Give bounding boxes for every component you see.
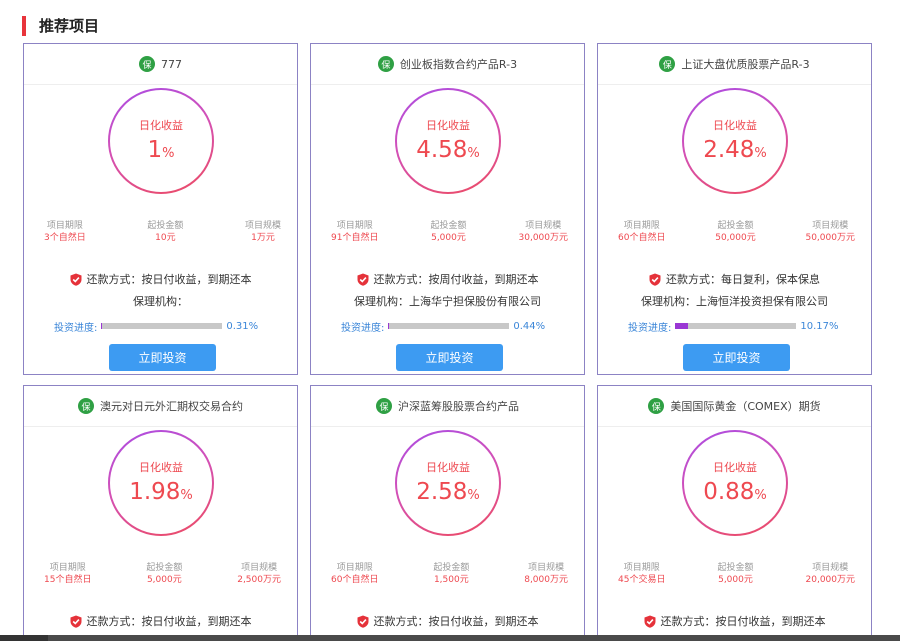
card-header[interactable]: 保 沪深蓝筹股股票合约产品 (311, 386, 584, 427)
product-card[interactable]: 保 沪深蓝筹股股票合约产品 日化收益 2.58% 项目期限 60个自然日 起投金… (310, 385, 585, 641)
yield-value: 0.88% (703, 479, 767, 505)
term-stat: 项目期限 15个自然日 (44, 563, 92, 585)
product-stats: 项目期限 60个自然日 起投金额 1,500元 项目规模 8,000万元 (311, 562, 584, 586)
repayment-method: 还款方式：按日付收益，到期还本 (598, 613, 871, 629)
card-header[interactable]: 保 创业板指数合约产品R-3 (311, 44, 584, 85)
progress-bar (675, 323, 797, 329)
product-stats: 项目期限 15个自然日 起投金额 5,000元 项目规模 2,500万元 (24, 562, 297, 586)
product-stats: 项目期限 91个自然日 起投金额 5,000元 项目规模 30,000万元 (311, 220, 584, 244)
invest-now-button[interactable]: 立即投资 (396, 344, 503, 371)
guarantee-badge-icon: 保 (78, 398, 94, 414)
yield-ring: 日化收益 4.58% (395, 88, 501, 194)
min-amount-stat: 起投金额 10元 (147, 221, 184, 243)
yield-label: 日化收益 (139, 461, 183, 474)
repayment-method: 还款方式：每日复利，保本保息 (598, 271, 871, 287)
guarantee-badge-icon: 保 (376, 398, 392, 414)
term-stat: 项目期限 91个自然日 (331, 221, 379, 243)
investment-progress: 投资进度: 0.44% (341, 320, 546, 334)
guarantee-badge-icon: 保 (377, 56, 394, 72)
yield-ring: 日化收益 0.88% (682, 430, 788, 536)
min-amount-stat: 起投金额 1,500元 (433, 563, 470, 585)
term-stat: 项目期限 45个交易日 (618, 563, 666, 585)
product-name[interactable]: 沪深蓝筹股股票合约产品 (398, 400, 519, 413)
yield-ring: 日化收益 2.58% (395, 430, 501, 536)
invest-now-button[interactable]: 立即投资 (109, 344, 216, 371)
investment-progress: 投资进度: 10.17% (628, 320, 839, 334)
scale-stat: 项目规模 20,000万元 (805, 563, 856, 585)
card-header[interactable]: 保 美国国际黄金（COMEX）期货 (598, 386, 871, 427)
shield-check-icon (644, 615, 655, 628)
term-stat: 项目期限 60个自然日 (618, 221, 666, 243)
card-header[interactable]: 保 澳元对日元外汇期权交易合约 (24, 386, 297, 427)
guarantee-badge-icon: 保 (139, 56, 155, 72)
term-stat: 项目期限 3个自然日 (44, 221, 86, 243)
yield-label: 日化收益 (426, 461, 470, 474)
term-stat: 项目期限 60个自然日 (331, 563, 379, 585)
repayment-method: 还款方式：按日付收益，到期还本 (24, 613, 297, 629)
product-stats: 项目期限 3个自然日 起投金额 10元 项目规模 1万元 (24, 220, 297, 244)
yield-value: 1.98% (129, 479, 193, 505)
repayment-method: 还款方式：按周付收益，到期还本 (311, 271, 584, 287)
card-header[interactable]: 保 上证大盘优质股票产品R-3 (598, 44, 871, 85)
scale-stat: 项目规模 50,000万元 (805, 221, 855, 243)
shield-check-icon (357, 615, 368, 628)
product-name[interactable]: 上证大盘优质股票产品R-3 (681, 58, 810, 71)
shield-check-icon (70, 615, 81, 628)
section-title: 推荐项目 (22, 16, 99, 36)
guarantor: 保理机构： (133, 295, 188, 308)
product-name[interactable]: 777 (161, 57, 182, 71)
yield-label: 日化收益 (426, 119, 470, 132)
yield-label: 日化收益 (713, 119, 757, 132)
yield-ring: 日化收益 1.98% (108, 430, 214, 536)
yield-value: 4.58% (416, 137, 480, 163)
shield-check-icon (357, 273, 368, 286)
progress-bar (101, 323, 223, 329)
progress-bar (388, 323, 510, 329)
scale-stat: 项目规模 2,500万元 (237, 563, 281, 585)
min-amount-stat: 起投金额 5,000元 (146, 563, 183, 585)
investment-progress: 投资进度: 0.31% (54, 320, 259, 334)
guarantor: 保理机构：上海恒洋投资担保有限公司 (641, 295, 828, 308)
yield-ring: 日化收益 2.48% (682, 88, 788, 194)
product-card[interactable]: 保 澳元对日元外汇期权交易合约 日化收益 1.98% 项目期限 15个自然日 起… (23, 385, 298, 641)
yield-value: 1% (147, 137, 175, 163)
product-stats: 项目期限 60个自然日 起投金额 50,000元 项目规模 50,000万元 (598, 220, 871, 244)
min-amount-stat: 起投金额 5,000元 (430, 221, 467, 243)
product-card[interactable]: 保 创业板指数合约产品R-3 日化收益 4.58% 项目期限 91个自然日 起投… (310, 43, 585, 375)
card-header[interactable]: 保 777 (24, 44, 297, 85)
guarantor: 保理机构：上海华宁担保股份有限公司 (354, 295, 541, 308)
repayment-method: 还款方式：按日付收益，到期还本 (311, 613, 584, 629)
scale-stat: 项目规模 1万元 (244, 221, 281, 243)
min-amount-stat: 起投金额 50,000元 (715, 221, 756, 243)
scale-stat: 项目规模 30,000万元 (518, 221, 569, 243)
yield-ring: 日化收益 1% (108, 88, 214, 194)
product-card[interactable]: 保 美国国际黄金（COMEX）期货 日化收益 0.88% 项目期限 45个交易日… (597, 385, 872, 641)
product-card[interactable]: 保 上证大盘优质股票产品R-3 日化收益 2.48% 项目期限 60个自然日 起… (597, 43, 872, 375)
product-name[interactable]: 美国国际黄金（COMEX）期货 (670, 400, 821, 413)
min-amount-stat: 起投金额 5,000元 (717, 563, 754, 585)
product-name[interactable]: 创业板指数合约产品R-3 (399, 58, 518, 71)
invest-now-button[interactable]: 立即投资 (683, 344, 790, 371)
product-name[interactable]: 澳元对日元外汇期权交易合约 (100, 400, 243, 413)
guarantee-badge-icon: 保 (648, 398, 665, 414)
product-card[interactable]: 保 777 日化收益 1% 项目期限 3个自然日 起投金额 10元 项目规模 1… (23, 43, 298, 375)
scale-stat: 项目规模 8,000万元 (524, 563, 568, 585)
yield-label: 日化收益 (713, 461, 757, 474)
yield-value: 2.48% (703, 137, 767, 163)
repayment-method: 还款方式：按日付收益，到期还本 (24, 271, 297, 287)
yield-label: 日化收益 (139, 119, 183, 132)
guarantee-badge-icon: 保 (659, 56, 676, 72)
shield-check-icon (649, 273, 661, 286)
shield-check-icon (70, 273, 81, 286)
product-stats: 项目期限 45个交易日 起投金额 5,000元 项目规模 20,000万元 (598, 562, 871, 586)
yield-value: 2.58% (416, 479, 480, 505)
bottom-scrollbar[interactable] (0, 635, 900, 641)
